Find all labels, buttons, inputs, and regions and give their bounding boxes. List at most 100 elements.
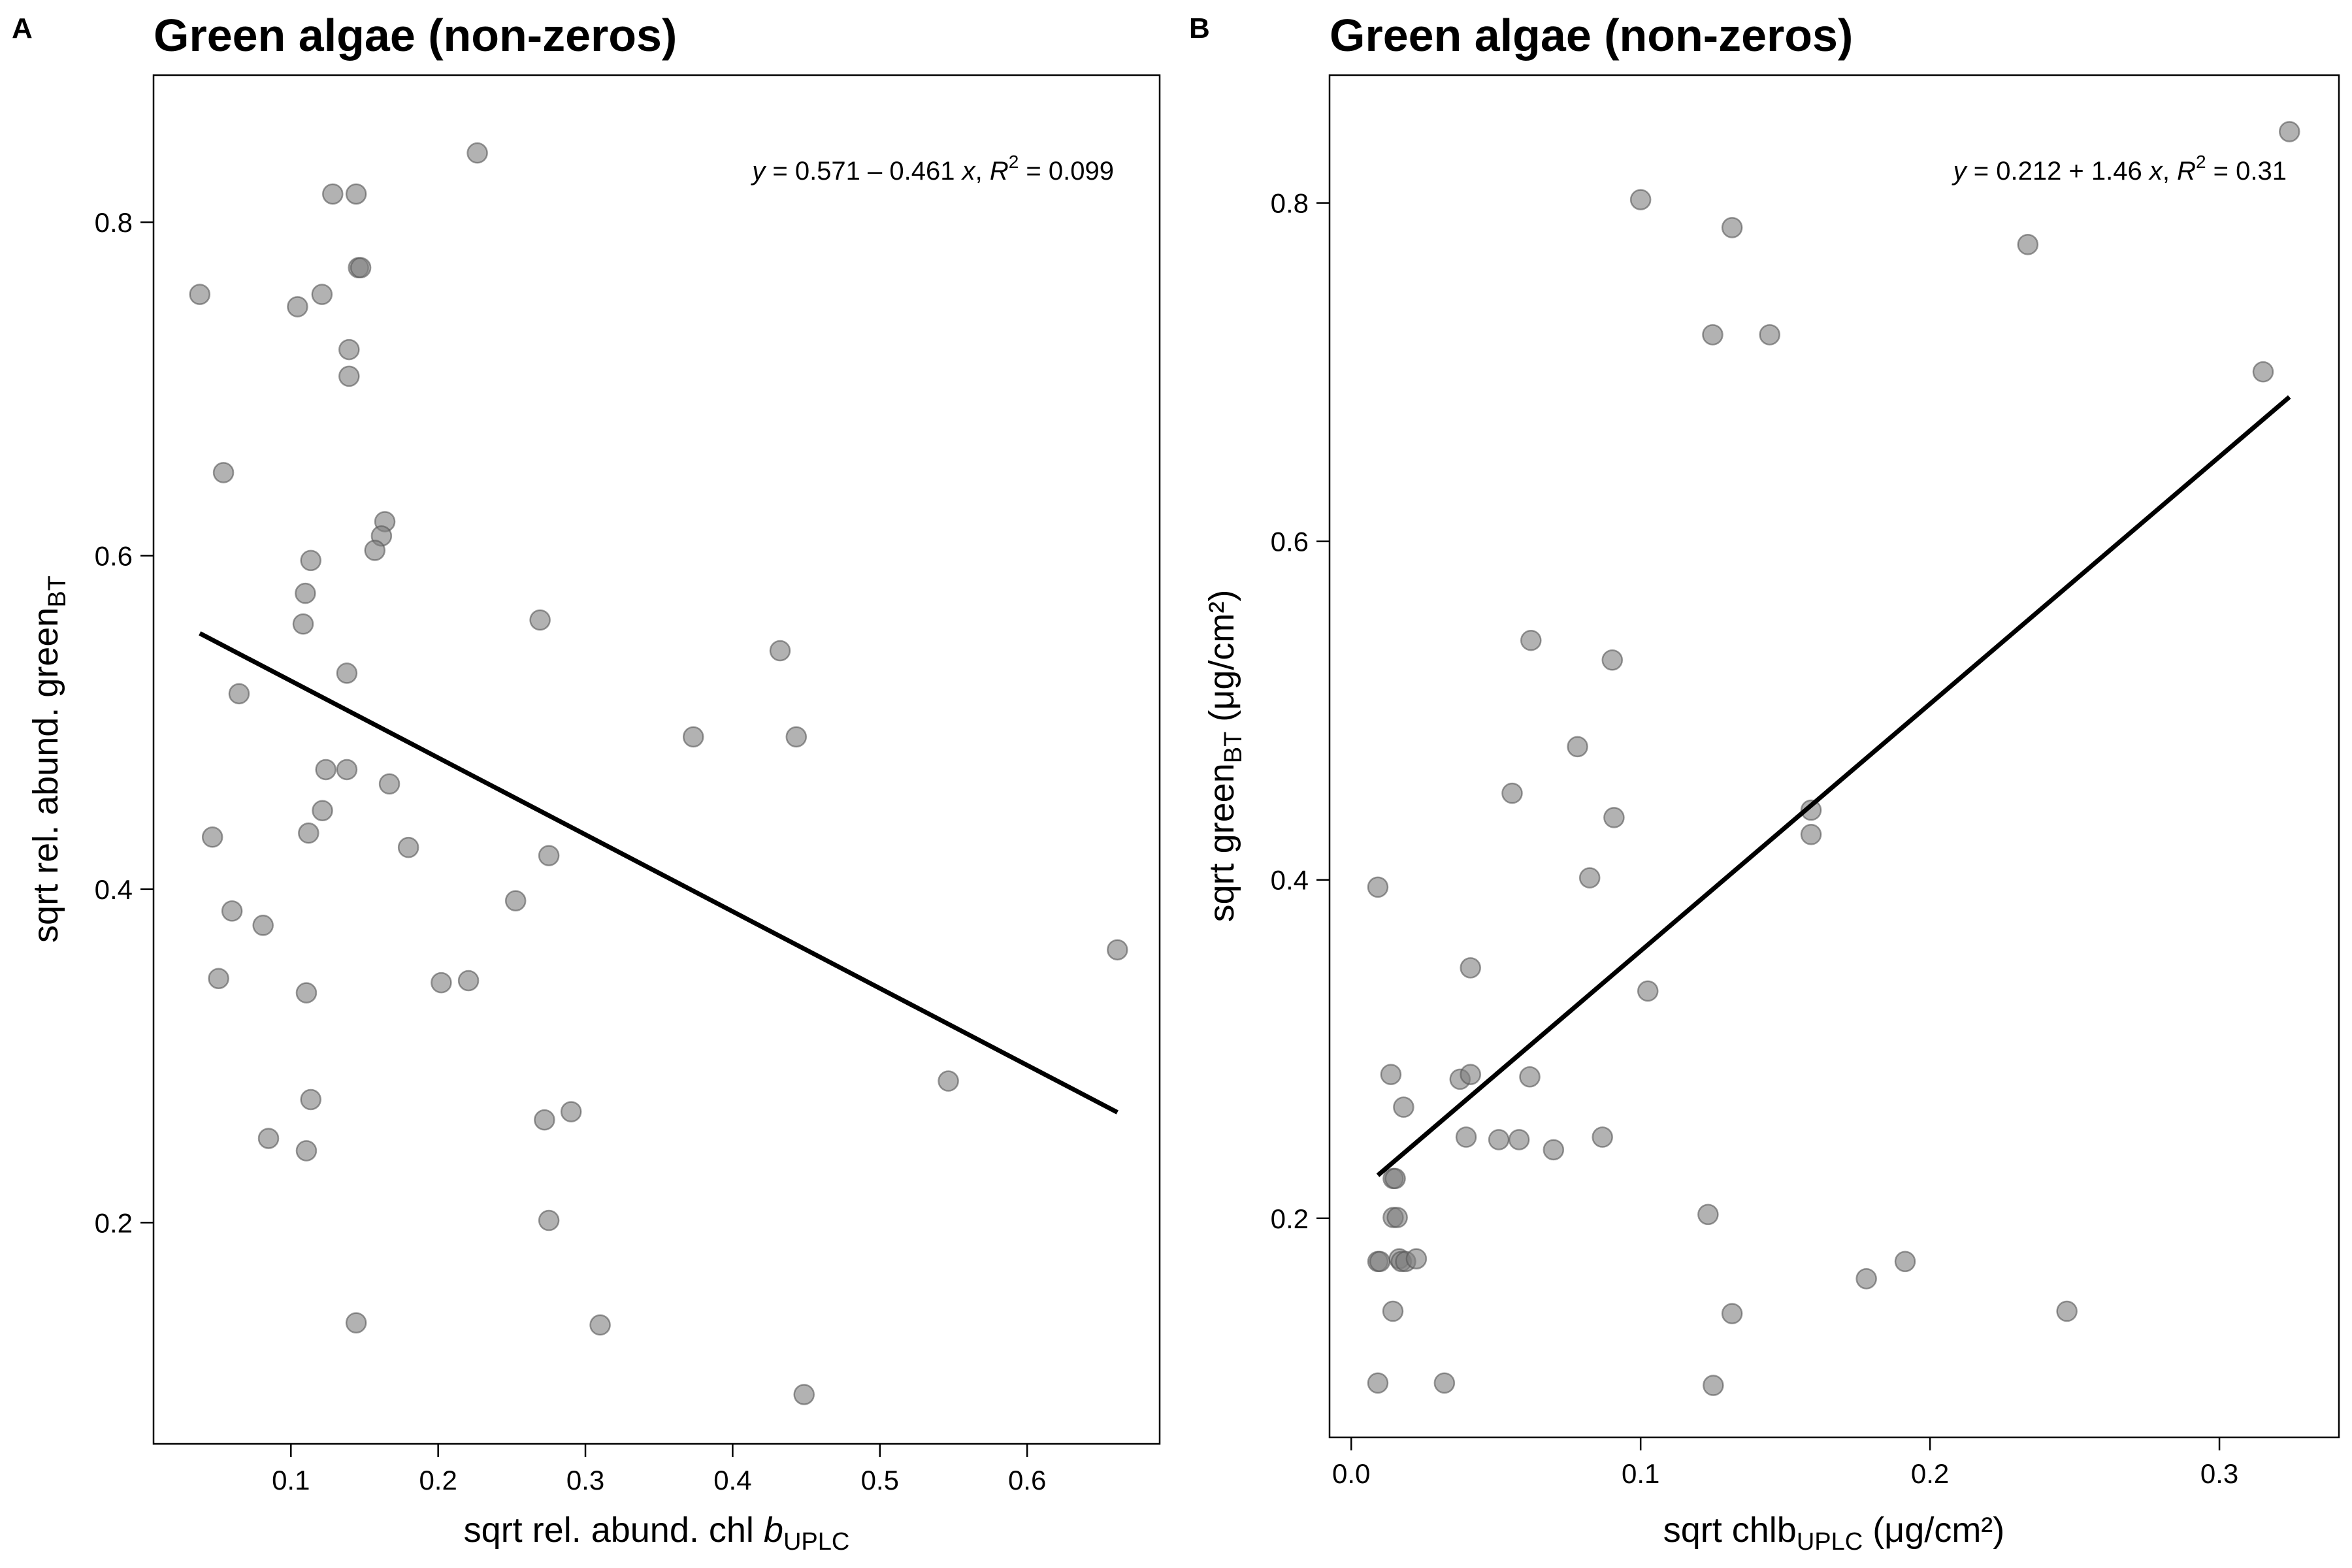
panel-a-point (938, 1070, 959, 1092)
panel-b-x-tick-label: 0.1 (1622, 1458, 1659, 1489)
panel-a-point (300, 549, 321, 572)
panel-a-point (1107, 939, 1128, 961)
panel-b-point (1367, 876, 1389, 898)
panel-b-point (1488, 1129, 1510, 1151)
panel-a-eq-y: y (750, 157, 767, 186)
panel-a-x-tick-label: 0.2 (419, 1465, 457, 1495)
panel-b-point (1382, 1300, 1404, 1322)
panel-a-point (534, 1109, 555, 1131)
panel-b-point (1578, 867, 1601, 889)
panel-a-y-label-sub: BT (44, 576, 71, 608)
panel-a-point (292, 613, 314, 635)
panel-b-point (1519, 1066, 1541, 1088)
panel-b-point (2279, 121, 2300, 142)
panel-a-point (212, 462, 235, 483)
panel-b-points (1367, 121, 2300, 1396)
panel-b-point (1380, 1064, 1402, 1085)
panel-b-y-tick-label: 0.8 (1271, 188, 1309, 219)
panel-a-point (228, 683, 250, 705)
panel-b-eq-comma: , (2163, 157, 2177, 186)
panel-a-y-axis: 0.2 0.4 0.6 0.8 (95, 207, 154, 1238)
panel-b-point (1637, 980, 1659, 1002)
panel-a-point (350, 257, 372, 279)
panel-b-point (1603, 807, 1625, 828)
panel-b-x-tick-label: 0.0 (1332, 1458, 1370, 1489)
panel-a-point (785, 726, 808, 748)
panel-b-x-tick-label: 0.2 (1911, 1458, 1949, 1489)
panel-b-point (1601, 649, 1624, 671)
panel-b-eq-val: = 0.31 (2206, 157, 2287, 186)
panel-b-x-label-main: sqrt chlb (1663, 1511, 1797, 1550)
panel-a-title: Green algae (non-zeros) (154, 10, 677, 61)
panel-a-point (397, 836, 419, 858)
panel-b-point (1629, 189, 1652, 210)
panel-b-point (1543, 1139, 1565, 1161)
panel-a-point (257, 1128, 280, 1149)
panel-b-point (1721, 217, 1743, 238)
panel-b-point (1567, 736, 1588, 758)
panel-b-y-tick-label: 0.2 (1271, 1203, 1309, 1234)
panel-b-eq-x: x (2148, 157, 2164, 186)
panel-a-point (322, 183, 344, 205)
panel-b-point (1800, 824, 1822, 845)
panel-b-point (1508, 1129, 1530, 1151)
panel-b-point (1520, 629, 1542, 651)
panel-a-x-tick-label: 0.1 (272, 1465, 310, 1495)
panel-a-point (793, 1384, 815, 1405)
panel-a-x-label-main: sqrt rel. abund. chl (464, 1511, 764, 1550)
panel-b-y-label: sqrt greenBT (μg/cm²) (1202, 590, 1247, 923)
panel-b-y-tick-label: 0.4 (1271, 865, 1309, 896)
panel-a-point (298, 822, 319, 844)
panel-a-eq-sup: 2 (1009, 152, 1019, 172)
panel-b-point (1386, 1207, 1408, 1228)
panel-a-point (538, 1209, 560, 1232)
panel-a-y-label-main: sqrt rel. abund. green (26, 608, 65, 943)
panel-b-x-axis: 0.0 0.1 0.2 0.3 (1332, 1437, 2238, 1489)
panel-b-eq-sup: 2 (2196, 152, 2206, 172)
panel-a-y-tick-label: 0.2 (95, 1207, 133, 1238)
panel-a-point (589, 1314, 611, 1336)
panel-a: A Green algae (non-zeros) 0.1 0.2 0.3 0.4 0.… (12, 10, 1161, 1556)
panel-b-point (1855, 1268, 1877, 1290)
panel-a-point (189, 284, 211, 305)
panel-a-eq-x: x (961, 157, 977, 186)
panel-a-point (295, 982, 318, 1004)
panel-a-eq-r: R (990, 157, 1009, 186)
panel-a-letter: A (12, 12, 33, 44)
panel-b-y-label-sub: BT (1220, 732, 1247, 764)
panel-a-x-label-italic: b (764, 1511, 783, 1550)
panel-b-x-tick-label: 0.3 (2200, 1458, 2238, 1489)
panel-a-y-tick-label: 0.8 (95, 207, 133, 238)
panel-a-point (538, 845, 560, 866)
panel-a-eq-val: = 0.099 (1019, 157, 1114, 186)
panel-b-y-axis: 0.2 0.4 0.6 0.8 (1271, 188, 1330, 1234)
panel-b-point (1697, 1203, 1719, 1226)
panel-a-point (252, 915, 274, 936)
panel-a-point (457, 970, 480, 992)
panel-b-point (1800, 799, 1822, 821)
panel-b-y-tick-label: 0.6 (1271, 527, 1309, 557)
panel-b-y-label-main: sqrt green (1202, 763, 1241, 922)
panel-a-x-tick-label: 0.6 (1008, 1465, 1046, 1495)
panel-a-point (315, 759, 336, 781)
panel-a-point (295, 1140, 318, 1162)
panel-a-point (345, 183, 367, 205)
panel-b-point (1721, 1303, 1743, 1324)
panel-a-x-label: sqrt rel. abund. chl bUPLC (464, 1511, 850, 1556)
panel-b-point (1702, 324, 1723, 346)
panel-b-point (1592, 1126, 1613, 1148)
panel-a-point (504, 890, 527, 912)
panel-a-point (312, 800, 333, 821)
panel-b-x-label-sub: UPLC (1797, 1528, 1863, 1556)
panel-b-point (2056, 1300, 2078, 1322)
panel-a-point (529, 609, 551, 631)
panel-b-y-label-unit: (μg/cm²) (1202, 590, 1241, 732)
panel-a-plot-frame (152, 74, 1161, 1445)
panel-a-x-tick-label: 0.5 (861, 1465, 899, 1495)
panel-b-regression-line (1376, 395, 2291, 1177)
panel-a-point (378, 773, 400, 795)
panel-b-point (1455, 1126, 1477, 1148)
panel-a-point (287, 296, 308, 318)
panel-b-point (1703, 1375, 1724, 1396)
panel-a-x-axis: 0.1 0.2 0.3 0.4 0.5 0.6 (272, 1444, 1046, 1495)
